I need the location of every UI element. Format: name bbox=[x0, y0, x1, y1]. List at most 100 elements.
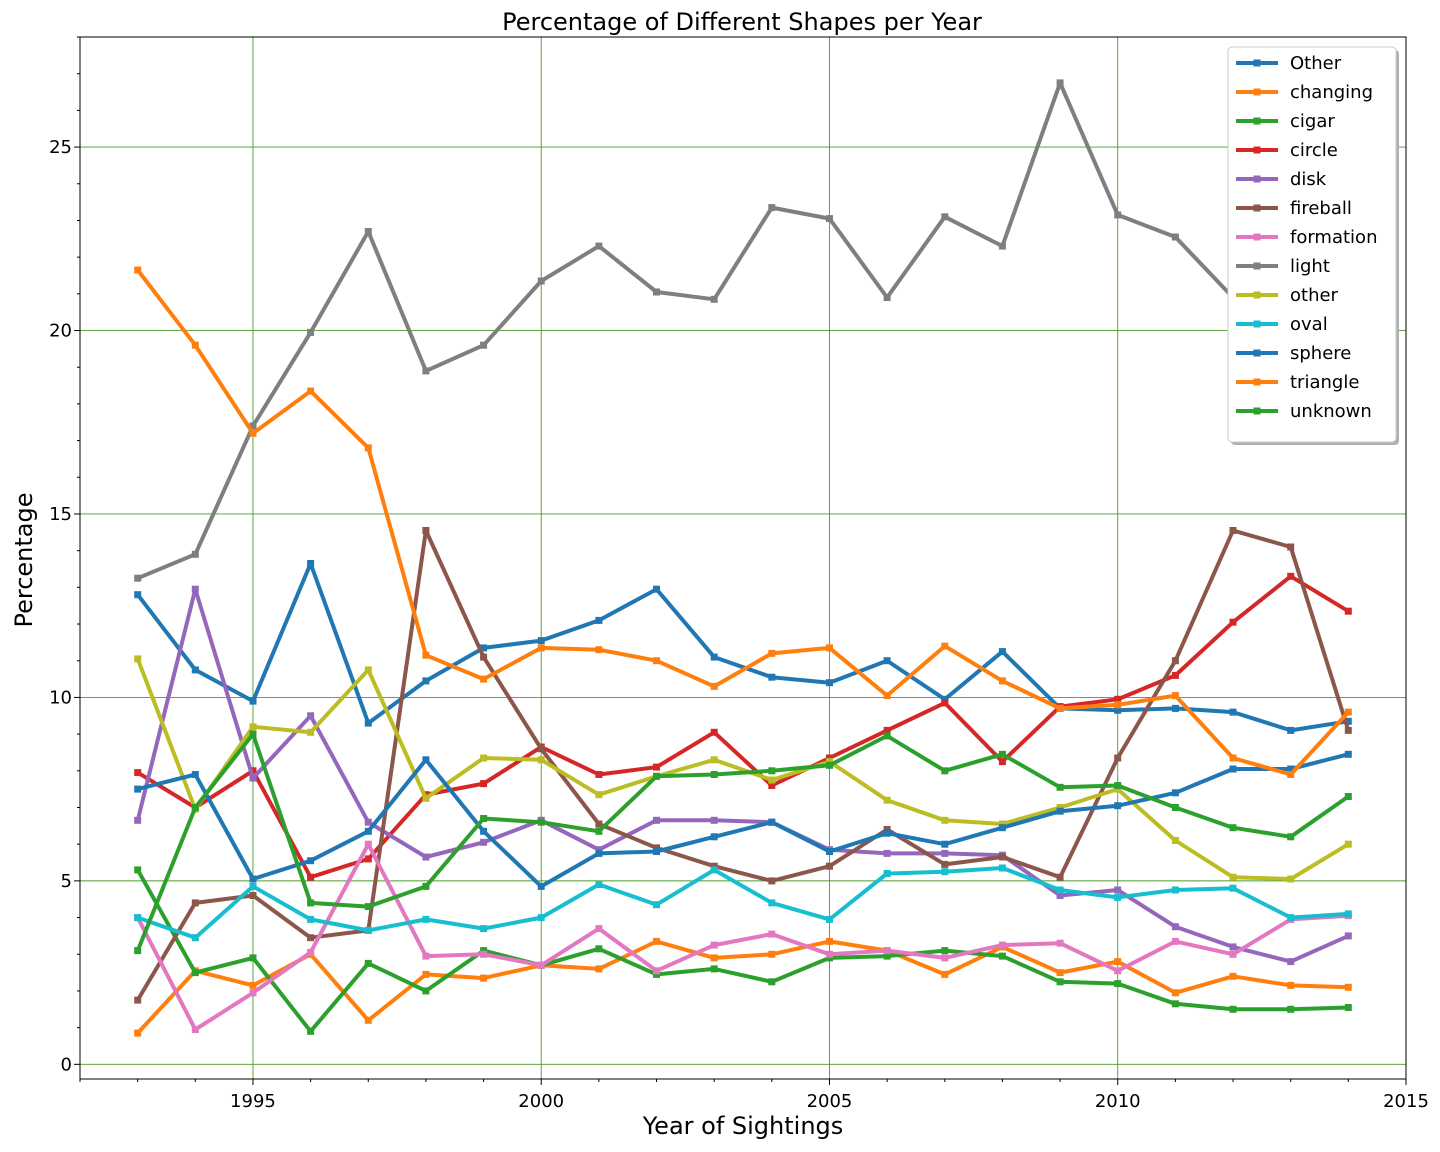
data-point bbox=[883, 947, 891, 955]
data-point bbox=[480, 947, 488, 955]
legend-item: disk bbox=[1236, 169, 1327, 190]
data-point bbox=[1171, 937, 1179, 945]
data-point bbox=[1056, 783, 1064, 791]
data-point bbox=[249, 767, 257, 775]
data-point bbox=[1114, 785, 1122, 793]
data-point bbox=[1114, 958, 1122, 966]
data-point bbox=[364, 666, 372, 674]
data-point bbox=[480, 925, 488, 933]
data-point bbox=[826, 644, 833, 652]
data-point bbox=[941, 699, 949, 707]
data-point bbox=[1287, 771, 1295, 778]
data-point bbox=[768, 877, 776, 885]
data-point bbox=[1344, 932, 1352, 940]
data-point bbox=[307, 873, 315, 881]
data-point bbox=[307, 899, 315, 907]
data-point bbox=[768, 767, 776, 775]
data-point bbox=[941, 767, 949, 775]
data-point bbox=[826, 754, 833, 762]
grid-lines bbox=[80, 37, 1407, 1079]
data-point bbox=[249, 422, 257, 430]
legend-box bbox=[1227, 46, 1397, 443]
data-point bbox=[768, 899, 776, 907]
data-point bbox=[941, 868, 949, 876]
data-point bbox=[1056, 873, 1064, 881]
data-point bbox=[1114, 802, 1122, 810]
data-point bbox=[883, 657, 891, 665]
data-point bbox=[191, 771, 199, 778]
series-line bbox=[136, 80, 1349, 581]
data-point bbox=[1287, 1005, 1295, 1013]
data-point bbox=[595, 965, 603, 973]
data-point bbox=[422, 651, 430, 659]
legend-marker bbox=[1253, 291, 1261, 299]
data-point bbox=[998, 820, 1006, 828]
data-point bbox=[710, 866, 718, 874]
data-point bbox=[364, 959, 372, 967]
data-point bbox=[1344, 840, 1352, 848]
series-formation bbox=[134, 840, 1352, 1033]
x-tick-label: 2005 bbox=[807, 1091, 853, 1112]
data-point bbox=[1287, 572, 1295, 580]
data-point bbox=[422, 677, 430, 685]
data-point bbox=[1287, 914, 1295, 922]
series-other bbox=[134, 560, 1352, 734]
data-point bbox=[595, 771, 603, 778]
data-point bbox=[1114, 211, 1122, 219]
data-point bbox=[941, 970, 949, 978]
data-point bbox=[134, 591, 142, 599]
data-point bbox=[653, 901, 660, 909]
data-point bbox=[191, 341, 199, 349]
legend-marker bbox=[1253, 117, 1261, 125]
data-point bbox=[1344, 607, 1352, 615]
data-point bbox=[883, 829, 891, 837]
data-point bbox=[249, 892, 257, 899]
data-point bbox=[1056, 978, 1064, 986]
data-point bbox=[710, 756, 718, 764]
data-point bbox=[826, 915, 833, 923]
data-point bbox=[653, 970, 660, 978]
data-point bbox=[1287, 833, 1295, 841]
data-point bbox=[249, 875, 257, 883]
series-sphere bbox=[134, 750, 1352, 890]
legend-label: light bbox=[1290, 256, 1330, 277]
legend-item: oval bbox=[1236, 314, 1328, 335]
data-point bbox=[364, 840, 372, 848]
legend-item: changing bbox=[1236, 82, 1373, 103]
data-point bbox=[595, 242, 603, 250]
data-point bbox=[307, 915, 315, 923]
data-point bbox=[191, 1026, 199, 1033]
data-point bbox=[191, 804, 199, 811]
data-point bbox=[1344, 910, 1352, 918]
data-point bbox=[710, 728, 718, 736]
data-point bbox=[595, 849, 603, 857]
legend-marker bbox=[1253, 59, 1261, 67]
legend-label: Other bbox=[1290, 53, 1342, 74]
data-point bbox=[364, 719, 372, 727]
data-point bbox=[595, 820, 603, 828]
data-point bbox=[1114, 701, 1122, 709]
data-point bbox=[422, 367, 430, 375]
series-line bbox=[137, 866, 1349, 940]
data-point bbox=[307, 328, 315, 336]
data-point bbox=[249, 989, 257, 997]
data-point bbox=[364, 228, 372, 235]
series-line bbox=[135, 658, 1350, 881]
data-point bbox=[1229, 527, 1237, 534]
data-point bbox=[941, 695, 949, 703]
data-point bbox=[191, 969, 199, 977]
y-axis-label: Percentage bbox=[10, 492, 38, 627]
data-point bbox=[134, 914, 142, 922]
series-line bbox=[135, 842, 1349, 1032]
data-point bbox=[307, 728, 315, 736]
legend-marker bbox=[1253, 262, 1261, 270]
data-point bbox=[480, 950, 488, 958]
data-point bbox=[364, 444, 372, 452]
data-point bbox=[249, 730, 257, 738]
data-point bbox=[768, 649, 776, 657]
data-point bbox=[364, 818, 372, 826]
data-point bbox=[1171, 886, 1179, 894]
data-point bbox=[826, 848, 833, 855]
data-point bbox=[710, 965, 718, 973]
series-other bbox=[134, 655, 1352, 883]
